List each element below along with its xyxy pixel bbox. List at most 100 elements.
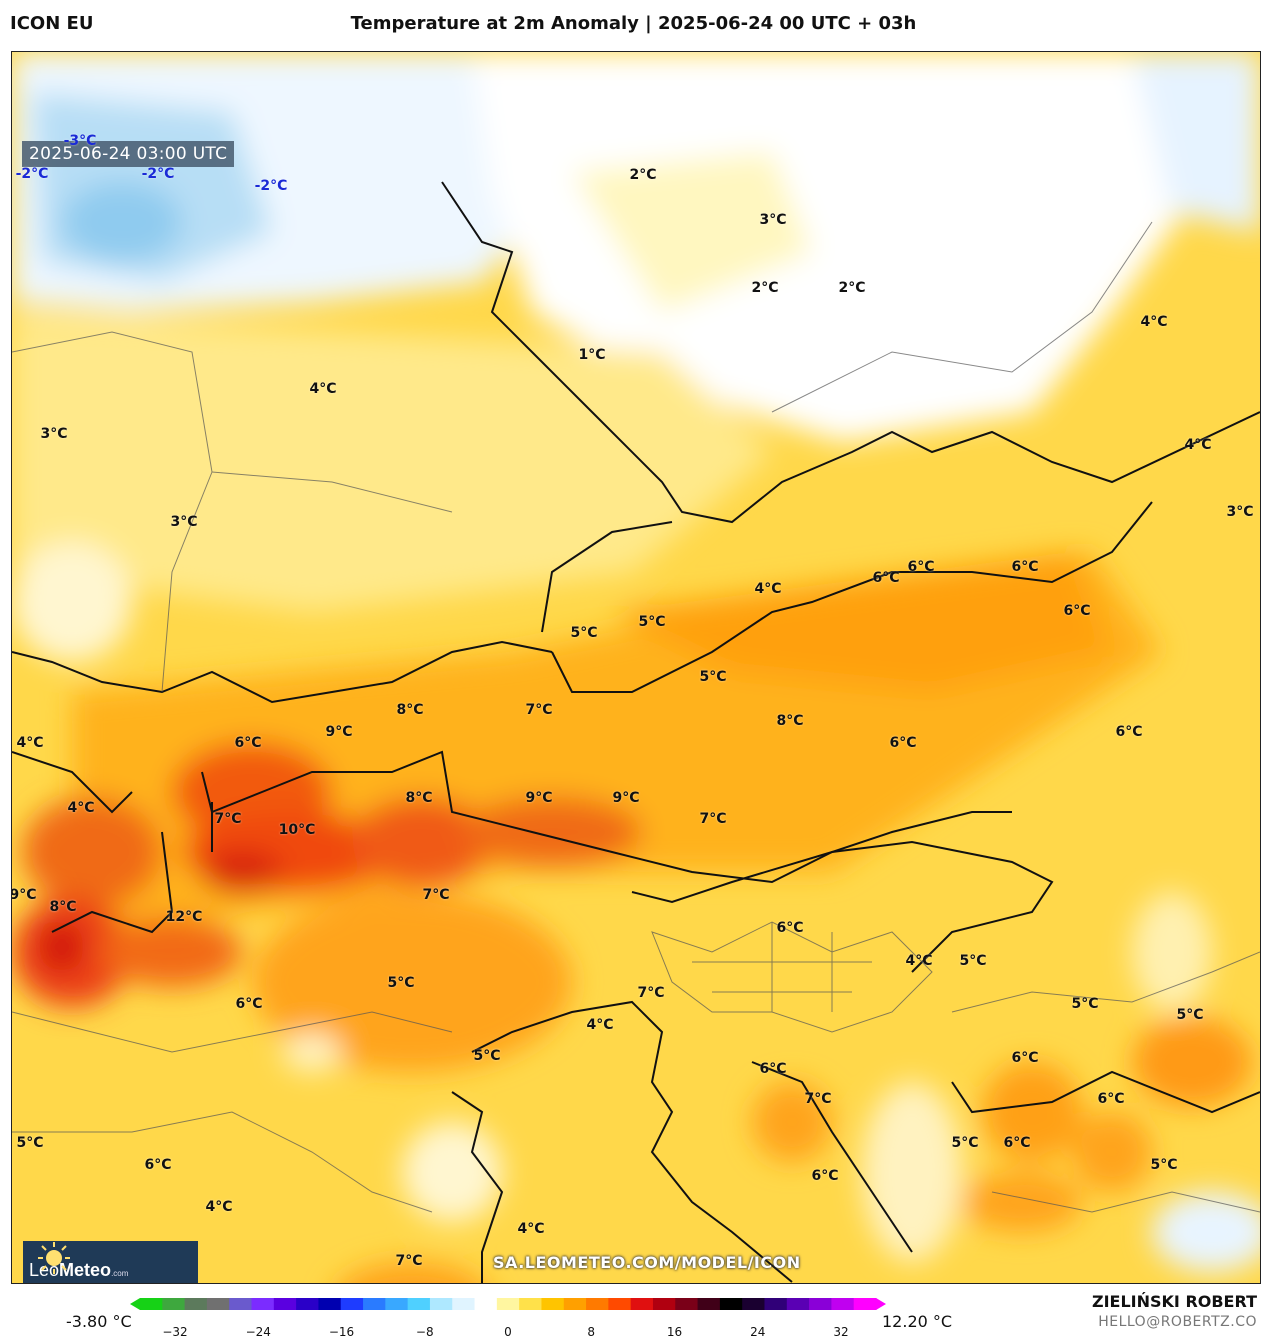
temperature-label: 5°C [1150, 1157, 1178, 1173]
colorbar-segment [318, 1298, 342, 1310]
leometeo-logo: LeoMeteo.com [23, 1241, 198, 1283]
temperature-label: 6°C [811, 1168, 839, 1184]
temperature-label: 7°C [395, 1253, 423, 1269]
temperature-label: 5°C [570, 625, 598, 641]
source-watermark: SA.LEOMETEO.COM/MODEL/ICON [493, 1253, 801, 1272]
temperature-label: 2°C [629, 167, 657, 183]
anomaly-map: 2025-06-24 03:00 UTC -3°C -2°C -2°C -2°C 2°C… [11, 51, 1261, 1284]
colorbar-low-arrow [130, 1298, 140, 1310]
colorbar-segment [563, 1298, 587, 1310]
temperature-label: 9°C [525, 790, 553, 806]
temperature-label: 6°C [235, 996, 263, 1012]
temperature-label: -3°C [63, 133, 97, 149]
colorbar-segment [697, 1298, 721, 1310]
colorbar-segment [541, 1298, 565, 1310]
temperature-label: 9°C [612, 790, 640, 806]
temperature-label: 3°C [40, 426, 68, 442]
temperature-label: 3°C [759, 212, 787, 228]
temperature-label: 8°C [49, 899, 77, 915]
temperature-label: 5°C [699, 669, 727, 685]
colorbar-segment [586, 1298, 609, 1310]
temperature-label: 7°C [699, 811, 727, 827]
colorbar-tick-label: −16 [328, 1325, 355, 1339]
temperature-label: 6°C [1063, 603, 1091, 619]
colorbar-segment [675, 1298, 699, 1310]
temperature-label: 5°C [16, 1135, 44, 1151]
temperature-label: 6°C [872, 570, 900, 586]
temperature-label: 4°C [905, 953, 933, 969]
temperature-label: 4°C [1184, 437, 1212, 453]
colorbar-high-arrow [876, 1298, 886, 1310]
temperature-label: 7°C [804, 1091, 832, 1107]
temperature-label: 6°C [759, 1061, 787, 1077]
colorbar-segment [496, 1298, 520, 1310]
colorbar-segment [831, 1298, 855, 1310]
colorbar-tick-label: −24 [245, 1325, 271, 1339]
map-title: Temperature at 2m Anomaly | 2025-06-24 0… [350, 13, 917, 34]
temperature-label: -2°C [141, 166, 175, 182]
temperature-label: 5°C [959, 953, 987, 969]
temperature-label: 6°C [1011, 1050, 1039, 1066]
temperature-label: 9°C [11, 887, 37, 903]
colorbar-segment [764, 1298, 788, 1310]
timestamp-badge: 2025-06-24 03:00 UTC [22, 141, 235, 167]
colorbar-segment [296, 1298, 319, 1310]
colorbar-segment [719, 1298, 743, 1310]
temperature-label: 7°C [422, 887, 450, 903]
temperature-label: 6°C [1003, 1135, 1031, 1151]
colorbar-tick-label: −8 [415, 1325, 434, 1339]
temperature-label: 4°C [205, 1199, 233, 1215]
colorbar-segment [786, 1298, 810, 1310]
sun-icon [38, 1242, 70, 1274]
temperature-label: 12°C [165, 909, 203, 925]
temperature-label: 2°C [838, 280, 866, 296]
temperature-label: 5°C [1071, 996, 1099, 1012]
temperature-label: -2°C [15, 166, 49, 182]
colorbar-min-label: -3.80 °C [66, 1312, 132, 1331]
colorbar-tick-label: 32 [833, 1325, 849, 1339]
temperature-label: 6°C [907, 559, 935, 575]
colorbar-segment [407, 1298, 431, 1310]
colorbar-segment [363, 1298, 386, 1310]
colorbar-tick-label: 0 [504, 1325, 512, 1339]
temperature-label: 8°C [396, 702, 424, 718]
colorbar-segment [206, 1298, 230, 1310]
temperature-label: 6°C [776, 920, 804, 936]
colorbar-tick-label: 8 [587, 1325, 596, 1339]
anomaly-field [12, 52, 1260, 1283]
colorbar-segment [809, 1298, 832, 1310]
colorbar-segment [853, 1298, 877, 1310]
temperature-label: 8°C [405, 790, 433, 806]
temperature-label: 10°C [278, 822, 316, 838]
temperature-label: 7°C [525, 702, 553, 718]
temperature-label: 4°C [586, 1017, 614, 1033]
temperature-label: 4°C [754, 581, 782, 597]
temperature-label: 7°C [637, 985, 665, 1001]
colorbar [130, 1298, 886, 1310]
temperature-label: 6°C [1097, 1091, 1125, 1107]
colorbar-segment [474, 1298, 498, 1310]
temperature-label: 6°C [1011, 559, 1039, 575]
colorbar-segment [340, 1298, 364, 1310]
temperature-label: 4°C [1140, 314, 1168, 330]
colorbar-segment [140, 1298, 163, 1310]
author-credit: ZIELIŃSKI ROBERT [1091, 1292, 1257, 1311]
temperature-label: 4°C [309, 381, 337, 397]
temperature-label: 5°C [1176, 1007, 1204, 1023]
temperature-label: 2°C [751, 280, 779, 296]
temperature-label: 6°C [1115, 724, 1143, 740]
temperature-label: -2°C [254, 178, 288, 194]
colorbar-segment [273, 1298, 297, 1310]
author-email: HELLO@ROBERTZ.CO [1098, 1314, 1257, 1330]
model-name: ICON EU [10, 13, 94, 34]
colorbar-segment [429, 1298, 453, 1310]
temperature-label: 6°C [144, 1157, 172, 1173]
colorbar-tick-label: −32 [162, 1325, 188, 1339]
colorbar-segment [385, 1298, 409, 1310]
colorbar-segment [608, 1298, 632, 1310]
colorbar-segment [452, 1298, 476, 1310]
temperature-label: 7°C [214, 811, 242, 827]
colorbar-segment [184, 1298, 208, 1310]
colorbar-segment [742, 1298, 765, 1310]
colorbar-segment [630, 1298, 654, 1310]
